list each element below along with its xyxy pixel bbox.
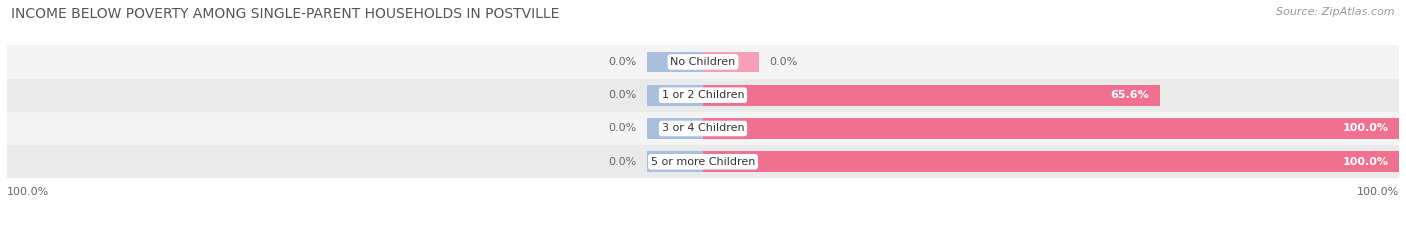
Bar: [647, 51, 703, 72]
Text: 0.0%: 0.0%: [609, 123, 637, 134]
Text: 100.0%: 100.0%: [1343, 157, 1389, 167]
Bar: [703, 51, 759, 72]
Text: 100.0%: 100.0%: [1357, 187, 1399, 197]
Text: No Children: No Children: [671, 57, 735, 67]
Bar: [647, 118, 703, 139]
Text: Source: ZipAtlas.com: Source: ZipAtlas.com: [1277, 7, 1395, 17]
Bar: [7, 145, 1399, 178]
Text: 100.0%: 100.0%: [7, 187, 49, 197]
Text: 100.0%: 100.0%: [1343, 123, 1389, 134]
Bar: [703, 85, 1160, 106]
Bar: [7, 112, 1399, 145]
Text: 65.6%: 65.6%: [1111, 90, 1149, 100]
Bar: [647, 151, 703, 172]
Text: 5 or more Children: 5 or more Children: [651, 157, 755, 167]
Bar: [703, 151, 1399, 172]
Text: INCOME BELOW POVERTY AMONG SINGLE-PARENT HOUSEHOLDS IN POSTVILLE: INCOME BELOW POVERTY AMONG SINGLE-PARENT…: [11, 7, 560, 21]
Bar: [7, 79, 1399, 112]
Text: 0.0%: 0.0%: [769, 57, 797, 67]
Text: 0.0%: 0.0%: [609, 157, 637, 167]
Bar: [647, 85, 703, 106]
Text: 1 or 2 Children: 1 or 2 Children: [662, 90, 744, 100]
Text: 0.0%: 0.0%: [609, 90, 637, 100]
Bar: [7, 45, 1399, 79]
Bar: [703, 118, 1399, 139]
Text: 3 or 4 Children: 3 or 4 Children: [662, 123, 744, 134]
Text: 0.0%: 0.0%: [609, 57, 637, 67]
